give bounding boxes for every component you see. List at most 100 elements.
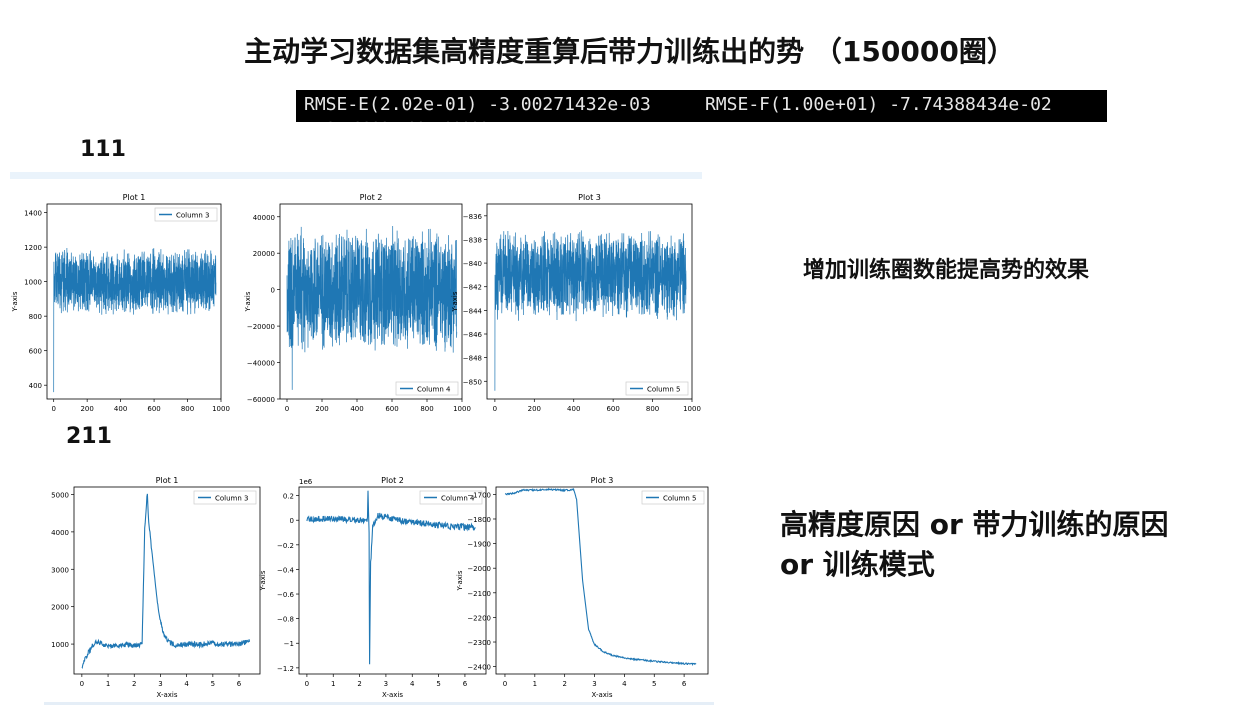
y-tick-label: −2400 — [467, 664, 491, 672]
y-tick-label: −846 — [463, 331, 483, 339]
legend-box — [419, 490, 483, 505]
x-tick-label: 6 — [463, 680, 468, 688]
x-tick-label: 0 — [285, 405, 289, 413]
x-tick-label: 5 — [652, 680, 656, 688]
plot-frame — [73, 486, 261, 675]
plot-legend: Column 3 — [154, 207, 218, 222]
x-tick-label: 200 — [315, 405, 328, 413]
plot-title: Plot 1 — [123, 193, 146, 202]
note-cause-line-2: or 训练模式 — [780, 548, 935, 581]
x-tick-label: 4 — [410, 680, 415, 688]
series-line-column-5 — [504, 487, 697, 667]
note-cause-question: 高精度原因 or 带力训练的原因 or 训练模式 — [780, 505, 1169, 585]
y-tick-label: −848 — [463, 355, 482, 363]
y-tick-label: −40000 — [247, 360, 275, 368]
y-tick-label: 0.2 — [283, 493, 294, 501]
plot-title: Plot 3 — [578, 193, 601, 202]
plot-title: Plot 2 — [381, 476, 404, 485]
legend-label: Column 5 — [647, 386, 681, 394]
x-axis-label: X-axis — [592, 691, 613, 699]
y-tick-label: −840 — [463, 260, 482, 268]
y-tick-label: −2200 — [467, 614, 491, 622]
plot-legend: Column 5 — [641, 490, 705, 505]
x-tick-label: 5 — [211, 680, 215, 688]
plot-title: Plot 1 — [156, 476, 179, 485]
plot-legend: Column 5 — [625, 381, 689, 396]
legend-box — [154, 207, 218, 222]
x-tick-label: 3 — [592, 680, 596, 688]
x-tick-label: 0 — [80, 680, 84, 688]
x-tick-label: 2 — [562, 680, 566, 688]
x-tick-label: 4 — [622, 680, 627, 688]
x-tick-label: 3 — [158, 680, 162, 688]
chart-row211-plot1: Plot 1012345610002000300040005000X-axisY… — [34, 476, 261, 699]
plot-frame — [279, 203, 463, 400]
legend-box — [395, 381, 459, 396]
y-tick-label: 3000 — [51, 566, 69, 574]
x-tick-label: 1000 — [212, 405, 230, 413]
plot-legend: Column 4 — [395, 381, 459, 396]
x-tick-label: 600 — [385, 405, 398, 413]
y-tick-label: 40000 — [253, 214, 275, 222]
chart-row111-plot1: Plot 1 0 200 400 600 800 1000 400 600 800 1000 1200… — [11, 193, 230, 424]
y-tick-label: −2300 — [467, 639, 491, 647]
y-tick-label: −1 — [284, 640, 294, 648]
y-tick-label: 600 — [29, 348, 42, 356]
legend-label: Column 4 — [417, 386, 451, 394]
series-line-column-5 — [494, 230, 687, 391]
y-tick-label: 20000 — [253, 250, 275, 258]
terminal-rmse-line: RMSE-E(2.02e-01) -3.00271432e-03 RMSE-F(… — [304, 94, 1052, 115]
x-tick-label: 400 — [567, 405, 580, 413]
x-tick-label: 1 — [331, 680, 335, 688]
x-tick-label: 2 — [132, 680, 136, 688]
legend-box — [193, 490, 257, 505]
y-tick-label: −836 — [463, 213, 483, 221]
y-tick-label: −1.2 — [277, 665, 294, 673]
y-tick-label: −850 — [463, 378, 482, 386]
chart-row211-plot3: Plot 3 0 1 2 3 4 5 6 −2400 −2300 −2200 −2100 −2000 −1… — [456, 476, 709, 699]
series-line-column-3 — [81, 493, 251, 670]
legend-label: Column 3 — [215, 495, 249, 503]
x-tick-label: 3 — [384, 680, 388, 688]
x-tick-label: 0 — [493, 405, 497, 413]
y-tick-label: −838 — [463, 236, 482, 244]
plot-title: Plot 3 — [591, 476, 614, 485]
y-tick-label: −1700 — [467, 491, 491, 499]
y-tick-label: 2000 — [51, 604, 69, 612]
x-axis-label: X-axis — [382, 691, 403, 699]
series-line-column-3 — [53, 247, 217, 393]
y-tick-label: −2100 — [467, 590, 491, 598]
chart-row111-plot2: Plot 2 0 200 400 600 800 1000 −60000 −40000 −2000… — [244, 193, 471, 424]
y-tick-label: 0 — [290, 517, 294, 525]
note-more-epochs: 增加训练圈数能提高势的效果 — [803, 258, 1090, 283]
x-tick-label: 5 — [436, 680, 440, 688]
y-tick-label: −842 — [463, 284, 482, 292]
x-tick-label: 200 — [80, 405, 93, 413]
x-tick-label: 2 — [357, 680, 361, 688]
terminal-ghost-line-top: ····· ·· ······· · — [308, 90, 552, 98]
series-line-column-4 — [286, 225, 458, 390]
x-tick-label: 1000 — [453, 405, 471, 413]
plot-frame — [298, 486, 487, 675]
x-tick-label: 800 — [181, 405, 194, 413]
slide-title: 主动学习数据集高精度重算后带力训练出的势 （150000圈） — [244, 35, 1015, 68]
x-tick-label: 1 — [533, 680, 537, 688]
legend-label: Column 3 — [176, 212, 210, 220]
plot-frame — [495, 486, 709, 675]
note-cause-line-1: 高精度原因 or 带力训练的原因 — [780, 508, 1169, 541]
y-axis-label: Y-axis — [451, 291, 459, 312]
x-tick-label: 400 — [350, 405, 363, 413]
plot-legend: Column 4 — [419, 490, 483, 505]
x-tick-label: 6 — [237, 680, 242, 688]
y-axis-label: Y-axis — [259, 570, 267, 591]
chart-row211-plot2: Plot 2 0 1 2 3 4 5 6 −1.2 −1 −0.8 −0.6 −0.4 −0.2 0 0.2 1… — [259, 476, 487, 699]
series-line-column-4 — [306, 490, 476, 665]
x-tick-label: 6 — [682, 680, 687, 688]
y-axis-label: Y-axis — [456, 570, 464, 591]
x-tick-label: 200 — [528, 405, 541, 413]
y-tick-label: 5000 — [51, 491, 69, 499]
y-tick-label: −0.2 — [277, 542, 294, 550]
x-tick-label: 400 — [114, 405, 127, 413]
legend-box — [625, 381, 689, 396]
y-tick-label: 4000 — [51, 529, 69, 537]
